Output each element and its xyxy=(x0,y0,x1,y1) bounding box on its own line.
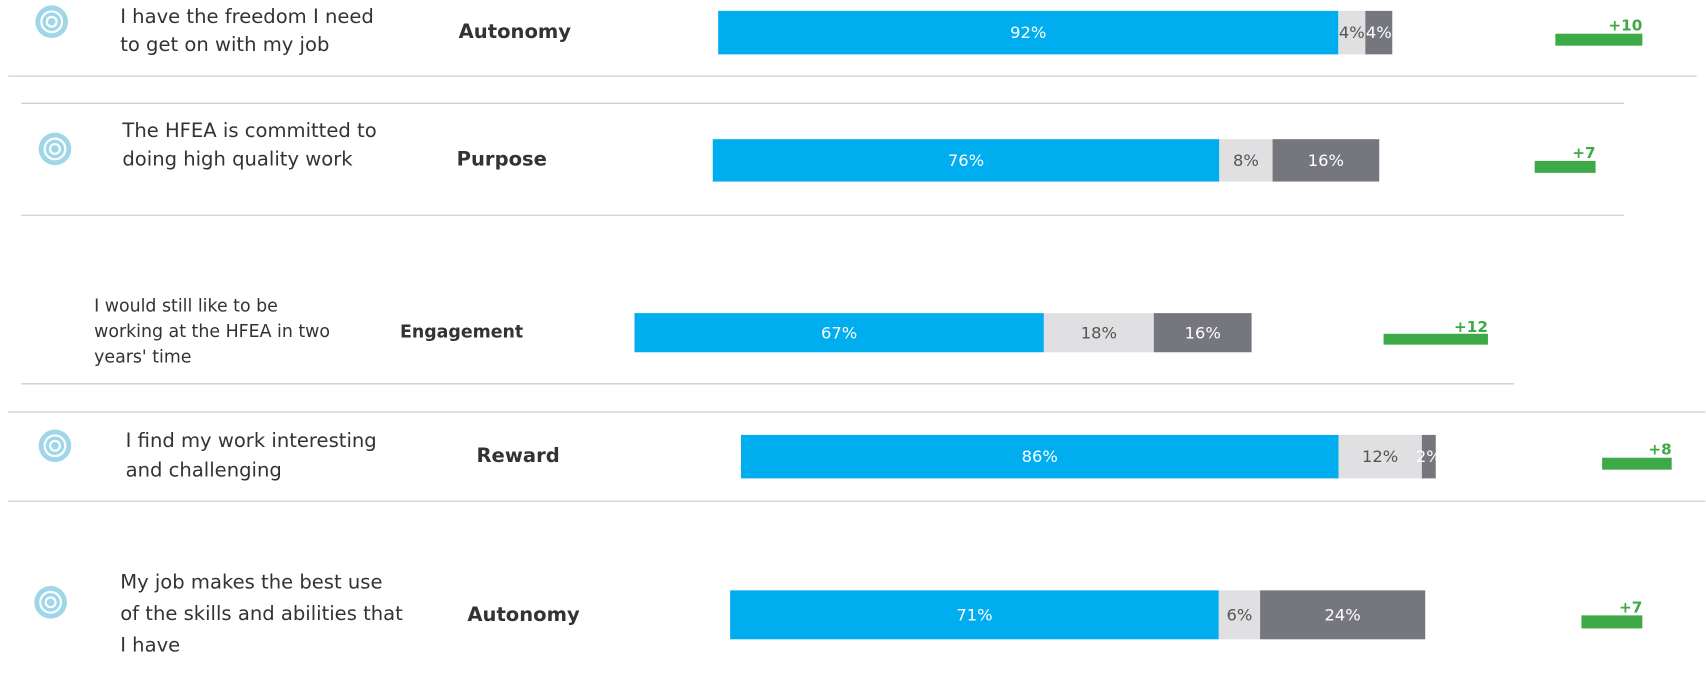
value-label: 67% xyxy=(821,323,857,342)
icon-outer xyxy=(35,5,69,39)
statement: The HFEA is committed to xyxy=(121,119,376,142)
statement: I have the freedom I need xyxy=(120,5,374,28)
value-label: 12% xyxy=(1362,447,1398,466)
icon-ring xyxy=(39,590,63,614)
icon-outer xyxy=(38,132,72,166)
value-label: 2% xyxy=(1416,447,1442,466)
change-bar xyxy=(1602,457,1672,470)
change-bar xyxy=(1555,33,1643,46)
bar-segment xyxy=(1338,10,1366,55)
bar-segment xyxy=(1421,434,1436,479)
theme: Purpose xyxy=(457,147,547,170)
statement: I would still like to be xyxy=(94,297,278,317)
change-label: +8 xyxy=(1648,441,1671,459)
icon-dot xyxy=(48,142,61,155)
value-label: 18% xyxy=(1081,323,1117,342)
bar-segment xyxy=(1153,313,1252,353)
bar-segment xyxy=(1219,139,1273,182)
icon-ring xyxy=(43,434,67,458)
value-label: 6% xyxy=(1226,605,1252,624)
statement: working at the HFEA in two xyxy=(94,322,330,342)
bar-segment xyxy=(1260,590,1426,640)
change-bar xyxy=(1534,160,1596,173)
theme: Reward xyxy=(476,444,559,467)
value-label: 4% xyxy=(1366,23,1392,42)
value-label: 92% xyxy=(1010,23,1046,42)
value-label: 4% xyxy=(1339,23,1365,42)
statement: My job makes the best use xyxy=(120,570,382,593)
bar-segment xyxy=(634,313,1044,353)
bar-segment xyxy=(741,434,1339,479)
statement: to get on with my job xyxy=(120,33,329,56)
icon-dot xyxy=(48,439,61,452)
value-label: 71% xyxy=(956,605,992,624)
bar-segment xyxy=(1338,434,1422,479)
icon-outer xyxy=(38,429,72,463)
icon-ring xyxy=(40,10,64,34)
bar-segment xyxy=(1218,590,1261,640)
bar-segment xyxy=(712,139,1220,182)
theme: Autonomy xyxy=(467,603,580,626)
statement: I find my work interesting xyxy=(126,429,377,452)
statement: of the skills and abilities that xyxy=(120,602,403,625)
value-label: 8% xyxy=(1233,151,1259,170)
statement: and challenging xyxy=(126,458,282,481)
change-label: +12 xyxy=(1454,318,1488,336)
bar-segment xyxy=(1043,313,1154,353)
bar-segment xyxy=(1365,10,1393,55)
dividers xyxy=(8,75,1706,502)
bar-segment xyxy=(718,10,1339,55)
bar-segment xyxy=(1272,139,1380,182)
bar-segment xyxy=(730,590,1219,640)
value-label: 86% xyxy=(1022,447,1058,466)
statement: I have xyxy=(120,633,180,656)
theme: Engagement xyxy=(400,323,523,343)
change-bar xyxy=(1383,333,1488,345)
statement: years' time xyxy=(94,348,191,368)
icon-outer xyxy=(34,586,67,619)
icon-dot xyxy=(44,596,57,609)
value-label: 24% xyxy=(1325,605,1361,624)
value-label: 16% xyxy=(1185,323,1221,342)
statement: doing high quality work xyxy=(122,147,353,170)
change-label: +7 xyxy=(1619,598,1642,616)
change-label: +7 xyxy=(1572,144,1595,162)
theme: Autonomy xyxy=(459,20,572,43)
value-label: 76% xyxy=(948,151,984,170)
icon-dot xyxy=(45,15,58,28)
value-label: 16% xyxy=(1308,151,1344,170)
change-label: +10 xyxy=(1608,17,1642,35)
icon-ring xyxy=(43,137,67,161)
change-bar xyxy=(1581,615,1643,629)
